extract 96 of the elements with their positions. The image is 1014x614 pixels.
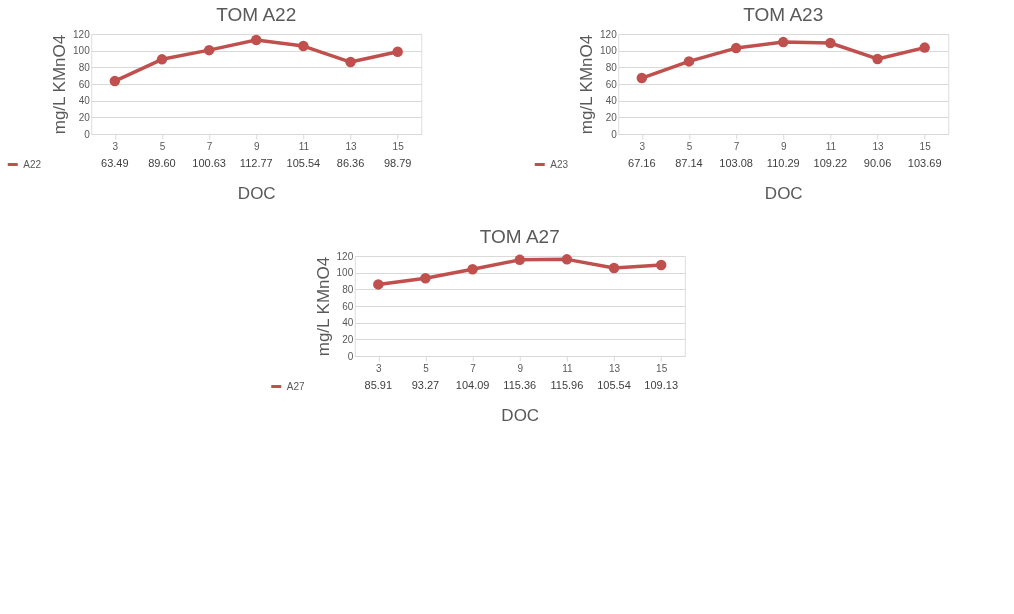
- point: [467, 264, 478, 275]
- data-label: 109.13: [644, 379, 679, 391]
- x-tick-label: 15: [392, 140, 405, 152]
- data-label: 86.36: [336, 157, 365, 169]
- data-label: 63.49: [101, 157, 129, 169]
- x-tick-label: 5: [159, 140, 166, 152]
- data-label: 90.06: [863, 157, 892, 169]
- point: [251, 34, 262, 46]
- point: [392, 46, 403, 57]
- x-tick-label: 7: [470, 362, 477, 374]
- point: [919, 42, 930, 53]
- y-tick-label: 80: [78, 61, 91, 73]
- point: [109, 75, 121, 87]
- chart-title: TOM A22: [216, 4, 297, 25]
- data-label: 93.27: [411, 379, 440, 391]
- y-tick-label: 120: [73, 28, 91, 40]
- y-tick-label: 60: [605, 78, 618, 90]
- x-axis-title: DOC: [501, 405, 540, 425]
- x-tick-label: 13: [608, 362, 621, 374]
- chart-title: TOM A27: [479, 226, 560, 247]
- y-axis-title: mg/L KMnO4: [577, 34, 597, 135]
- point: [825, 37, 836, 49]
- y-tick-label: 60: [342, 300, 354, 312]
- y-tick-label: 80: [342, 283, 354, 295]
- x-tick-label: 9: [253, 140, 260, 152]
- point: [203, 44, 215, 56]
- y-tick-label: 100: [73, 45, 91, 57]
- y-tick-label: 80: [605, 61, 618, 73]
- x-tick-label: 15: [656, 362, 668, 374]
- point: [636, 72, 648, 84]
- point: [373, 279, 384, 290]
- y-tick-label: 40: [342, 317, 354, 329]
- y-tick-label: 60: [78, 78, 91, 90]
- x-tick-label: 9: [780, 140, 787, 152]
- data-label: 105.54: [597, 379, 631, 391]
- x-tick-label: 7: [733, 140, 740, 152]
- data-label: 85.91: [364, 379, 393, 391]
- data-label: 100.63: [192, 157, 226, 169]
- y-tick-label: 0: [84, 128, 91, 140]
- data-label: 110.29: [766, 157, 800, 169]
- data-label: 89.60: [148, 157, 176, 169]
- x-tick-label: 5: [686, 140, 693, 152]
- data-label: 115.96: [550, 379, 584, 391]
- x-tick-label: 3: [639, 140, 646, 152]
- x-tick-label: 15: [919, 140, 932, 152]
- data-label: 104.09: [455, 379, 490, 391]
- data-label: 67.16: [628, 157, 656, 169]
- x-tick-label: 3: [376, 362, 383, 374]
- point: [655, 259, 667, 271]
- point: [730, 42, 742, 54]
- y-tick-label: 40: [78, 95, 91, 107]
- y-tick-label: 20: [78, 111, 91, 123]
- data-label: 103.08: [719, 157, 753, 169]
- x-tick-label: 3: [112, 140, 119, 152]
- data-label: 112.77: [239, 157, 273, 169]
- x-tick-label: 11: [825, 140, 837, 152]
- y-tick-label: 120: [600, 28, 618, 40]
- x-tick-label: 5: [423, 362, 430, 374]
- data-label: 105.54: [286, 157, 321, 169]
- y-axis-title: mg/L KMnO4: [313, 256, 333, 357]
- point: [872, 53, 883, 65]
- point: [561, 254, 573, 265]
- x-tick-label: 9: [517, 362, 524, 374]
- x-tick-label: 13: [345, 140, 358, 152]
- data-label: 98.79: [383, 157, 412, 169]
- point: [420, 273, 431, 284]
- point: [608, 262, 620, 274]
- x-tick-label: 13: [872, 140, 885, 152]
- y-tick-label: 20: [342, 333, 354, 345]
- data-label: 109.22: [813, 157, 848, 169]
- x-axis-title: DOC: [764, 183, 803, 203]
- y-axis-title: mg/L KMnO4: [50, 34, 70, 135]
- y-tick-label: 120: [336, 250, 354, 262]
- y-tick-label: 20: [605, 111, 618, 123]
- point: [778, 36, 789, 48]
- point: [345, 56, 356, 68]
- y-tick-label: 100: [600, 45, 618, 57]
- point: [298, 40, 309, 52]
- y-tick-label: 0: [347, 350, 354, 362]
- y-tick-label: 0: [611, 128, 618, 140]
- x-tick-label: 11: [298, 140, 310, 152]
- y-tick-label: 100: [336, 267, 354, 279]
- legend-label: A22: [23, 158, 42, 170]
- data-label: 115.36: [503, 379, 537, 391]
- x-axis-title: DOC: [237, 183, 276, 203]
- y-tick-label: 40: [605, 95, 618, 107]
- x-tick-label: 11: [562, 362, 574, 374]
- point: [683, 56, 695, 67]
- legend-label: A27: [286, 380, 305, 392]
- x-tick-label: 7: [206, 140, 213, 152]
- point: [514, 254, 525, 266]
- chart-title: TOM A23: [743, 4, 824, 25]
- data-label: 87.14: [675, 157, 703, 169]
- point: [156, 54, 168, 65]
- legend-label: A23: [550, 158, 569, 170]
- data-label: 103.69: [907, 157, 942, 169]
